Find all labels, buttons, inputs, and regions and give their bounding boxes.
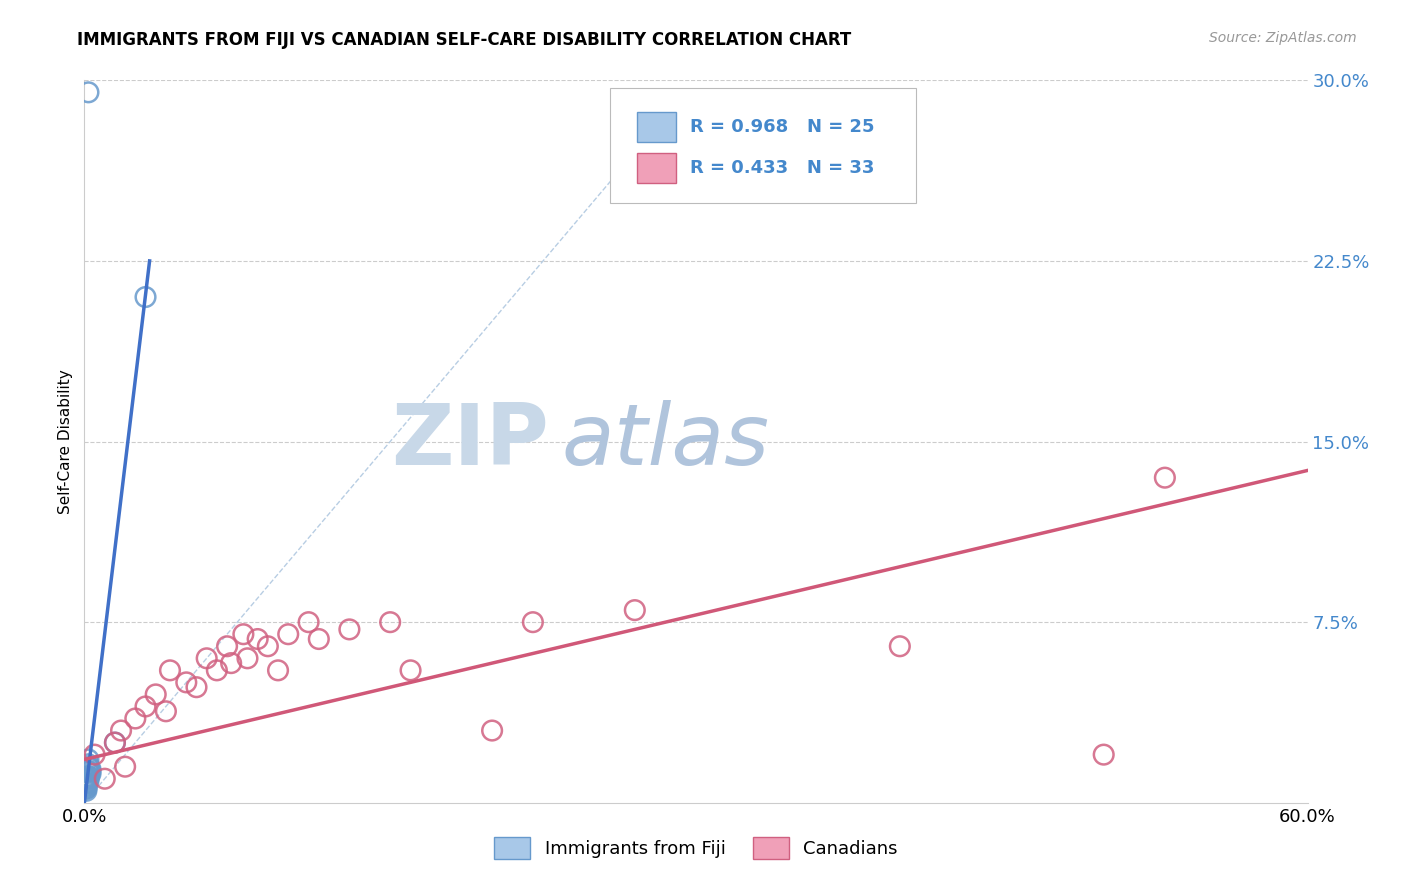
Point xyxy=(1092,747,1115,762)
Point xyxy=(889,639,911,653)
Text: Source: ZipAtlas.com: Source: ZipAtlas.com xyxy=(1209,31,1357,45)
Point xyxy=(236,651,259,665)
Point xyxy=(77,85,100,99)
Point xyxy=(246,632,269,646)
Text: R = 0.433   N = 33: R = 0.433 N = 33 xyxy=(690,159,875,177)
Point xyxy=(110,723,132,738)
Point xyxy=(155,704,177,718)
Point xyxy=(339,623,361,637)
Point xyxy=(77,764,100,779)
Text: R = 0.968   N = 25: R = 0.968 N = 25 xyxy=(690,119,875,136)
Point xyxy=(77,769,100,783)
Point xyxy=(1154,470,1177,484)
Point xyxy=(104,735,127,749)
Point xyxy=(399,664,422,678)
Point xyxy=(75,784,97,798)
Point xyxy=(267,664,290,678)
Y-axis label: Self-Care Disability: Self-Care Disability xyxy=(58,369,73,514)
Point xyxy=(522,615,544,630)
Point xyxy=(104,735,127,749)
Point xyxy=(75,772,97,786)
Point xyxy=(195,651,218,665)
Point xyxy=(232,627,254,641)
Point xyxy=(79,764,101,779)
FancyBboxPatch shape xyxy=(610,87,917,203)
Point xyxy=(75,779,97,793)
Point xyxy=(124,712,146,726)
Point xyxy=(135,290,157,304)
Point xyxy=(277,627,299,641)
Legend: Immigrants from Fiji, Canadians: Immigrants from Fiji, Canadians xyxy=(486,830,905,866)
Point xyxy=(380,615,402,630)
Point xyxy=(83,747,105,762)
Point xyxy=(77,774,100,789)
Text: IMMIGRANTS FROM FIJI VS CANADIAN SELF-CARE DISABILITY CORRELATION CHART: IMMIGRANTS FROM FIJI VS CANADIAN SELF-CA… xyxy=(77,31,852,49)
Point xyxy=(308,632,330,646)
Point xyxy=(219,656,242,670)
Point xyxy=(257,639,280,653)
Point xyxy=(205,664,228,678)
Point xyxy=(75,781,97,796)
Point xyxy=(217,639,239,653)
FancyBboxPatch shape xyxy=(637,153,676,183)
Point xyxy=(145,687,167,701)
Point xyxy=(159,664,181,678)
Text: ZIP: ZIP xyxy=(391,400,550,483)
Point xyxy=(75,776,97,790)
Point xyxy=(75,779,97,793)
Point xyxy=(174,675,197,690)
Point xyxy=(77,769,100,783)
FancyBboxPatch shape xyxy=(637,112,676,143)
Point xyxy=(624,603,647,617)
Point xyxy=(77,772,100,786)
Point xyxy=(79,762,101,776)
Point xyxy=(77,760,100,774)
Point xyxy=(75,776,97,790)
Point xyxy=(114,760,136,774)
Point xyxy=(77,757,100,772)
Text: atlas: atlas xyxy=(561,400,769,483)
Point xyxy=(75,776,97,790)
Point xyxy=(75,781,97,796)
Point xyxy=(77,772,100,786)
Point xyxy=(79,767,101,781)
Point xyxy=(481,723,503,738)
Point xyxy=(75,774,97,789)
Point xyxy=(298,615,321,630)
Point xyxy=(93,772,115,786)
Point xyxy=(77,752,100,766)
Point xyxy=(135,699,157,714)
Point xyxy=(186,680,208,694)
